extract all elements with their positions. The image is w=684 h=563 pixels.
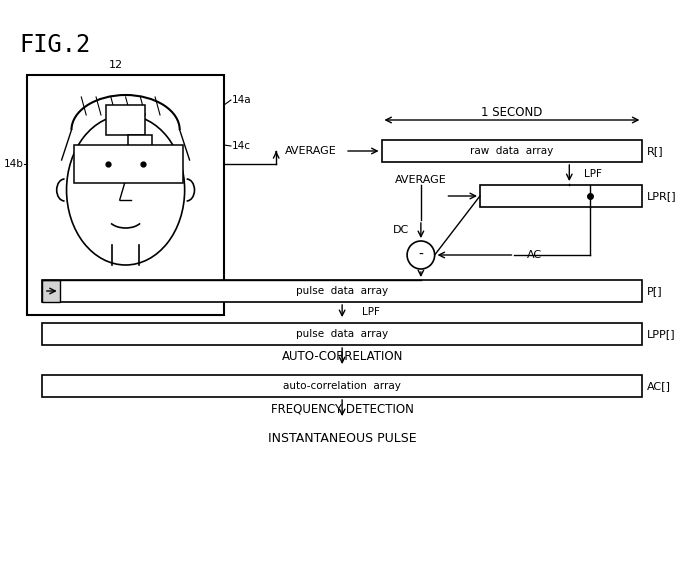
Circle shape xyxy=(407,241,434,269)
Text: AVERAGE: AVERAGE xyxy=(395,175,447,185)
Bar xyxy=(127,135,152,157)
Bar xyxy=(75,145,183,183)
Text: INSTANTANEOUS PULSE: INSTANTANEOUS PULSE xyxy=(268,432,417,445)
Text: raw  data  array: raw data array xyxy=(471,146,553,156)
Text: LPF: LPF xyxy=(362,307,380,317)
Ellipse shape xyxy=(66,115,185,265)
Bar xyxy=(106,105,145,135)
Text: 14b: 14b xyxy=(3,159,23,169)
Text: 14c: 14c xyxy=(232,141,251,151)
Bar xyxy=(27,75,224,315)
Text: R[]: R[] xyxy=(647,146,664,156)
Bar xyxy=(480,185,642,207)
Bar xyxy=(42,280,642,302)
Text: 1 SECOND: 1 SECOND xyxy=(482,105,542,118)
Bar xyxy=(42,323,642,345)
Text: auto-correlation  array: auto-correlation array xyxy=(283,381,401,391)
Text: LPF: LPF xyxy=(584,169,602,179)
Text: AVERAGE: AVERAGE xyxy=(285,146,337,156)
Bar xyxy=(42,280,60,302)
Text: LPR[]: LPR[] xyxy=(647,191,677,201)
Text: pulse  data  array: pulse data array xyxy=(296,286,389,296)
Bar xyxy=(42,375,642,397)
Text: P[]: P[] xyxy=(647,286,663,296)
Text: 12: 12 xyxy=(109,60,123,70)
Text: LPP[]: LPP[] xyxy=(647,329,676,339)
Text: AC: AC xyxy=(527,250,542,260)
Text: AUTO-CORRELATION: AUTO-CORRELATION xyxy=(281,351,403,364)
Bar xyxy=(382,140,642,162)
Text: FREQUENCY DETECTION: FREQUENCY DETECTION xyxy=(271,403,414,415)
Text: DC: DC xyxy=(393,225,409,235)
Text: 14a: 14a xyxy=(232,95,252,105)
Text: -: - xyxy=(419,248,423,262)
Text: AC[]: AC[] xyxy=(647,381,671,391)
Text: FIG.2: FIG.2 xyxy=(19,33,90,57)
Text: pulse  data  array: pulse data array xyxy=(296,329,389,339)
